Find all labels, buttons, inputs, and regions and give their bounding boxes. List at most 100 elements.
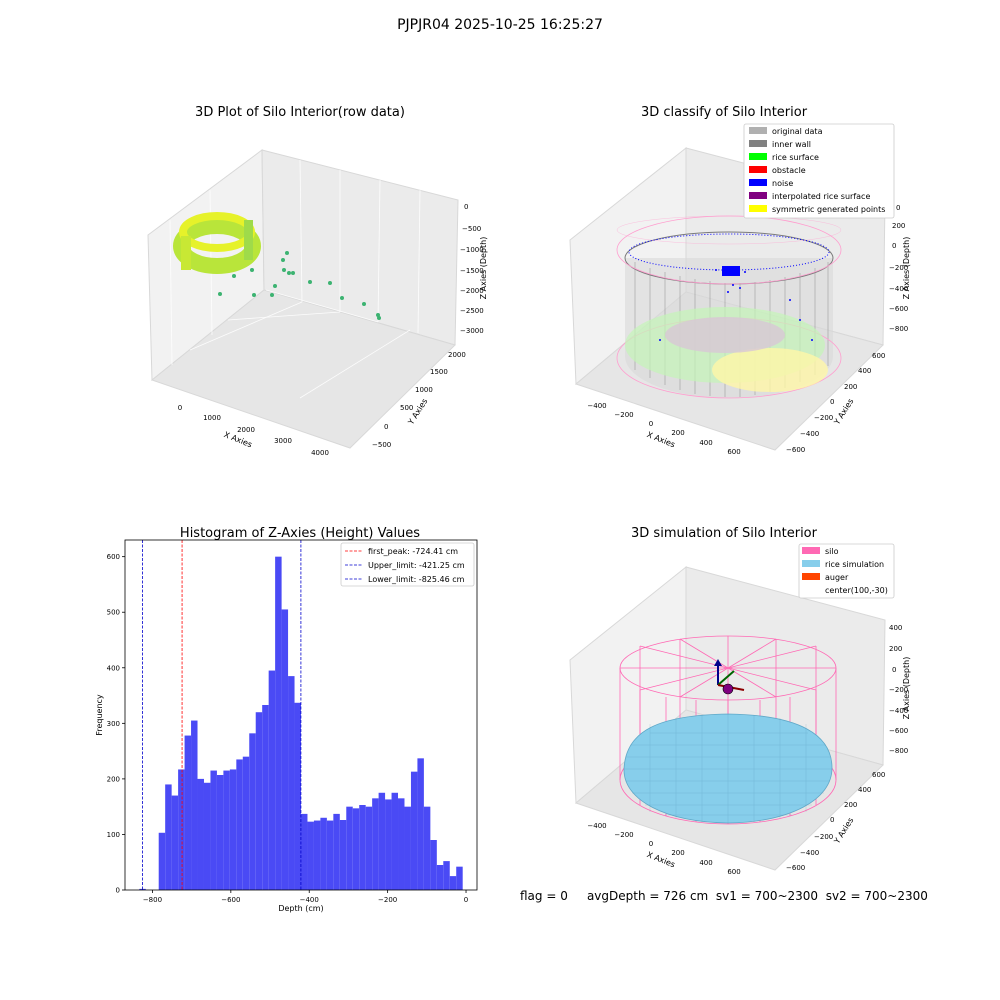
hist-bar: [372, 798, 379, 890]
hist-bar: [410, 771, 418, 890]
hist-xtick-label: 0: [464, 896, 468, 904]
classify-ylabel: Y Axies: [832, 397, 856, 427]
sim-xtick: 400: [699, 859, 712, 867]
hist-bar: [165, 784, 172, 890]
sim-ytick: 0: [830, 816, 834, 824]
raw-xtick: 0: [178, 404, 182, 412]
hist-xtick-label: −600: [221, 896, 240, 904]
hist-bar: [398, 798, 405, 890]
hist-bar: [255, 712, 263, 890]
hist-bar: [229, 769, 237, 890]
panel-classify-3d: 3D classify of Silo Interior: [569, 105, 911, 456]
classify-interpolated-surface: [665, 317, 785, 353]
hist-yticks: 0 100 200 300 400 500 600: [107, 553, 125, 895]
raw-ztick: −2000: [460, 287, 484, 295]
sim-ytick: −200: [814, 833, 833, 841]
hist-bar: [184, 735, 192, 890]
classify-ytick: −600: [786, 446, 805, 454]
raw-ylabel: Y Axies: [406, 397, 430, 427]
classify-xtick: 400: [699, 439, 712, 447]
hist-xtick-label: −800: [143, 896, 162, 904]
sim-xtick: −200: [614, 831, 633, 839]
panel-raw-3d: 3D Plot of Silo Interior(row data): [147, 105, 488, 457]
hist-bar: [301, 813, 308, 890]
hist-bar: [391, 792, 399, 890]
raw-xtick: 3000: [274, 437, 292, 445]
raw-zlabel: Z Axies (Depth): [479, 237, 488, 300]
raw-xtick: 4000: [311, 449, 329, 457]
raw-xtick: 1000: [203, 414, 221, 422]
hist-bar: [236, 759, 243, 890]
classify-xtick: 600: [727, 448, 740, 456]
avg-depth-text: avgDepth = 726 cm: [586, 889, 709, 903]
raw-pane-floor: [150, 289, 456, 449]
hist-bar: [359, 805, 366, 890]
raw-ytick: 1500: [430, 368, 448, 376]
classify-ztick: −800: [889, 325, 908, 333]
suptitle: PJPJR04 2025-10-25 16:25:27: [397, 17, 603, 33]
raw-ztick: 0: [464, 203, 468, 211]
hist-bar: [249, 733, 256, 890]
raw-ytick: 1000: [415, 386, 433, 394]
classify-noise: [659, 266, 813, 341]
raw-ytick: 0: [384, 423, 388, 431]
hist-bars: [139, 556, 463, 890]
sim-xtick: 600: [727, 868, 740, 876]
legend-lower-limit: Lower_limit: -825.46 cm: [368, 575, 465, 584]
classify-ytick: 600: [872, 352, 885, 360]
hist-bar: [210, 770, 217, 890]
hist-xlabel: Depth (cm): [278, 904, 323, 913]
hist-bar: [436, 865, 444, 890]
classify-ytick: 400: [858, 367, 871, 375]
classify-ztick: −200: [889, 264, 908, 272]
hist-bar: [158, 832, 166, 890]
hist-bar: [378, 792, 386, 890]
legend-original-data: original data: [772, 127, 823, 136]
legend-auger: auger: [825, 573, 849, 582]
sim-xtick: −400: [587, 822, 606, 830]
hist-ytick-label: 200: [107, 775, 120, 783]
hist-xtick-label: −200: [378, 896, 397, 904]
classify-ytick: −400: [800, 430, 819, 438]
hist-ytick-label: 300: [107, 720, 120, 728]
classify-legend: original data inner wall rice surface ob…: [743, 123, 895, 219]
classify-title: 3D classify of Silo Interior: [641, 105, 808, 120]
hist-bar: [352, 808, 360, 890]
hist-bar: [191, 720, 198, 890]
hist-bar: [456, 866, 463, 890]
raw-ztick: −2500: [460, 307, 484, 315]
classify-xtick: −400: [587, 402, 606, 410]
legend-rice-surface: rice surface: [772, 153, 819, 162]
classify-ztick-partial: 0: [896, 204, 900, 212]
hist-ytick-label: 500: [107, 609, 120, 617]
hist-bar: [262, 705, 269, 890]
status-footer: flag = 0 avgDepth = 726 cm sv1 = 700~230…: [520, 889, 928, 903]
hist-bar: [443, 861, 450, 890]
hist-bar: [223, 770, 230, 890]
legend-inner-wall: inner wall: [772, 140, 811, 149]
flag-text: flag = 0: [520, 889, 568, 903]
classify-ytick: 0: [830, 398, 834, 406]
raw-ztick: −3000: [460, 327, 484, 335]
sim-rice-surface: [623, 713, 833, 824]
hist-xtick-label: −400: [300, 896, 319, 904]
legend-rice-simulation: rice simulation: [825, 560, 884, 569]
hist-axes-frame: [124, 539, 478, 891]
sim-ytick: 400: [858, 786, 871, 794]
classify-ztick: 0: [892, 242, 896, 250]
classify-ztick: −600: [889, 305, 908, 313]
classify-ytick: 200: [844, 383, 857, 391]
hist-bar: [333, 813, 340, 890]
sim-ztick: −400: [889, 707, 908, 715]
sim-ytick: −400: [800, 849, 819, 857]
hist-bar: [281, 609, 289, 890]
raw-title: 3D Plot of Silo Interior(row data): [195, 105, 405, 120]
classify-noise-top-rim: [628, 233, 830, 271]
hist-ylabel: Frequency: [95, 694, 104, 736]
hist-bar: [320, 817, 327, 890]
hist-bar: [216, 775, 224, 890]
sim-ytick: 600: [872, 771, 885, 779]
sim-ztick: 200: [889, 645, 902, 653]
raw-ytick: 500: [400, 404, 413, 412]
hist-bar: [404, 806, 411, 890]
